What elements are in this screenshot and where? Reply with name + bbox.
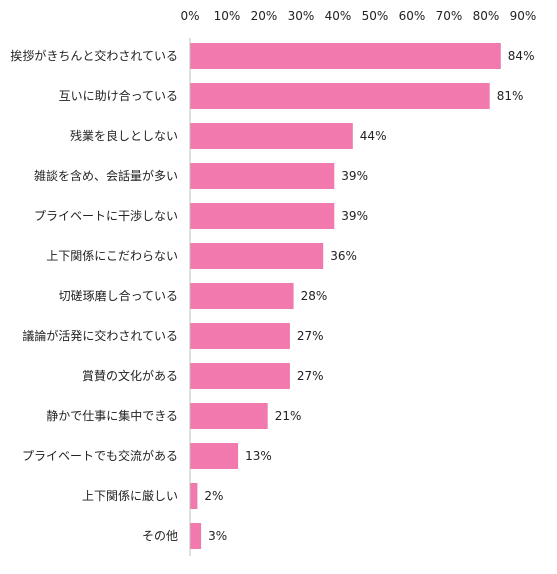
bar bbox=[190, 443, 239, 469]
bar bbox=[190, 403, 268, 429]
x-tick-label: 40% bbox=[325, 9, 352, 23]
value-label: 13% bbox=[245, 449, 272, 463]
category-label: プライベートでも交流がある bbox=[22, 448, 178, 463]
category-label: 挨拶がきちんと交わされている bbox=[10, 48, 178, 63]
bar bbox=[190, 123, 353, 149]
value-label: 39% bbox=[341, 169, 368, 183]
value-label: 84% bbox=[508, 49, 535, 63]
category-label: 静かで仕事に集中できる bbox=[46, 408, 178, 423]
x-axis-ticks: 0% 10% 20% 30% 40% 50% 60% 70% 80% 90% bbox=[180, 9, 536, 23]
x-tick-label: 50% bbox=[362, 9, 389, 23]
bar bbox=[190, 323, 290, 349]
value-label: 44% bbox=[360, 129, 387, 143]
value-label: 2% bbox=[204, 489, 223, 503]
value-label: 27% bbox=[297, 329, 324, 343]
x-tick-label: 0% bbox=[180, 9, 199, 23]
bar bbox=[190, 43, 501, 69]
bar bbox=[190, 283, 294, 309]
category-label: 雑談を含め、会話量が多い bbox=[34, 168, 178, 183]
bar bbox=[190, 203, 335, 229]
bar bbox=[190, 363, 290, 389]
bar bbox=[190, 523, 202, 549]
category-label: 議論が活発に交わされている bbox=[22, 328, 178, 343]
x-tick-label: 60% bbox=[399, 9, 426, 23]
category-label: 上下関係にこだわらない bbox=[46, 249, 178, 263]
value-label: 81% bbox=[497, 89, 524, 103]
category-label: 互いに助け合っている bbox=[59, 88, 178, 103]
x-tick-label: 80% bbox=[473, 9, 500, 23]
x-tick-label: 90% bbox=[510, 9, 537, 23]
value-label: 3% bbox=[208, 529, 227, 543]
bar bbox=[190, 243, 324, 269]
value-label: 27% bbox=[297, 369, 324, 383]
category-label: プライベートに干渉しない bbox=[34, 208, 178, 223]
value-label: 21% bbox=[275, 409, 302, 423]
value-label: 39% bbox=[341, 209, 368, 223]
value-label: 28% bbox=[301, 289, 328, 303]
bar bbox=[190, 163, 335, 189]
x-tick-label: 20% bbox=[251, 9, 278, 23]
x-tick-label: 10% bbox=[214, 9, 241, 23]
x-tick-label: 70% bbox=[436, 9, 463, 23]
bars: 挨拶がきちんと交わされている 84% 互いに助け合っている 81% 残業を良しとしない 4… bbox=[10, 43, 534, 549]
x-tick-label: 30% bbox=[288, 9, 315, 23]
bar bbox=[190, 83, 490, 109]
category-label: 賞賛の文化がある bbox=[82, 368, 178, 383]
bar bbox=[190, 483, 198, 509]
category-label: 切磋琢磨し合っている bbox=[59, 288, 178, 303]
value-label: 36% bbox=[330, 249, 357, 263]
category-label: 上下関係に厳しい bbox=[82, 489, 178, 503]
category-label: その他 bbox=[142, 529, 178, 543]
category-label: 残業を良しとしない bbox=[70, 128, 178, 143]
